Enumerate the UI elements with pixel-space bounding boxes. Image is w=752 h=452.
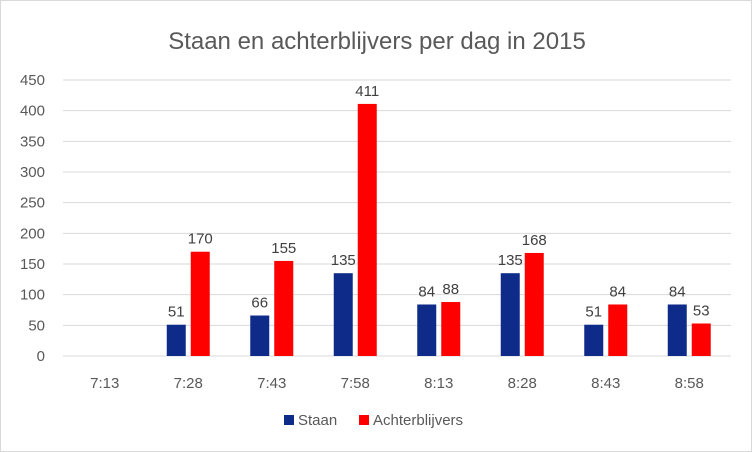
data-label: 170 bbox=[188, 231, 213, 248]
y-tick-label: 450 bbox=[20, 72, 45, 89]
data-label: 135 bbox=[331, 252, 356, 269]
x-tick-label: 8:13 bbox=[424, 375, 453, 392]
data-label: 51 bbox=[168, 304, 185, 321]
data-label: 135 bbox=[498, 252, 523, 269]
y-axis-ticks: 0 50 100 150 200 250 300 350 400 450 bbox=[20, 72, 45, 365]
bar-achterblijvers bbox=[357, 103, 377, 356]
chart-title: Staan en achterblijvers per dag in 2015 bbox=[168, 28, 586, 55]
legend-swatch-staan bbox=[284, 415, 294, 425]
bar-achterblijvers bbox=[608, 304, 628, 356]
x-tick-label: 8:58 bbox=[675, 375, 704, 392]
data-label: 53 bbox=[693, 302, 710, 319]
bar-staan bbox=[333, 273, 353, 356]
y-tick-label: 0 bbox=[37, 348, 45, 365]
y-tick-label: 400 bbox=[20, 103, 45, 120]
bar-staan bbox=[417, 304, 437, 356]
bar-achterblijvers bbox=[524, 252, 544, 356]
bar-staan bbox=[250, 315, 270, 356]
data-label: 84 bbox=[609, 283, 626, 300]
x-tick-label: 7:58 bbox=[341, 375, 370, 392]
x-tick-label: 8:43 bbox=[591, 375, 620, 392]
bar-staan bbox=[500, 273, 520, 356]
legend: Staan Achterblijvers bbox=[284, 412, 463, 429]
y-tick-label: 250 bbox=[20, 195, 45, 212]
x-tick-label: 7:28 bbox=[174, 375, 203, 392]
data-label: 66 bbox=[251, 295, 268, 312]
x-tick-label: 8:28 bbox=[508, 375, 537, 392]
data-label: 84 bbox=[418, 283, 435, 300]
x-axis-ticks: 7:13 7:28 7:43 7:58 8:13 8:28 8:43 8:58 bbox=[90, 375, 704, 392]
data-label: 168 bbox=[522, 232, 547, 249]
data-label: 84 bbox=[669, 283, 686, 300]
bar-achterblijvers bbox=[190, 251, 210, 356]
y-tick-label: 50 bbox=[28, 317, 45, 334]
y-tick-label: 300 bbox=[20, 164, 45, 181]
y-tick-label: 150 bbox=[20, 256, 45, 273]
data-label: 155 bbox=[271, 240, 296, 257]
y-tick-label: 200 bbox=[20, 225, 45, 242]
bar-achterblijvers bbox=[274, 260, 294, 356]
gridlines bbox=[63, 79, 731, 357]
y-tick-label: 350 bbox=[20, 133, 45, 150]
data-label: 88 bbox=[442, 281, 459, 298]
data-labels: 51 170 66 155 135 411 84 88 135 168 51 84 84 53 bbox=[168, 83, 710, 321]
bars bbox=[166, 103, 711, 356]
bar-staan bbox=[667, 304, 687, 356]
legend-label-staan: Staan bbox=[298, 412, 337, 429]
x-tick-label: 7:43 bbox=[257, 375, 286, 392]
y-tick-label: 100 bbox=[20, 287, 45, 304]
bar-achterblijvers bbox=[691, 323, 711, 356]
data-label: 411 bbox=[355, 83, 379, 100]
data-label: 51 bbox=[585, 304, 602, 321]
x-tick-label: 7:13 bbox=[90, 375, 119, 392]
bar-achterblijvers bbox=[441, 302, 461, 356]
bar-staan bbox=[166, 324, 186, 356]
legend-swatch-achterblijvers bbox=[359, 415, 369, 425]
legend-label-achterblijvers: Achterblijvers bbox=[373, 412, 463, 429]
bar-staan bbox=[584, 324, 604, 356]
